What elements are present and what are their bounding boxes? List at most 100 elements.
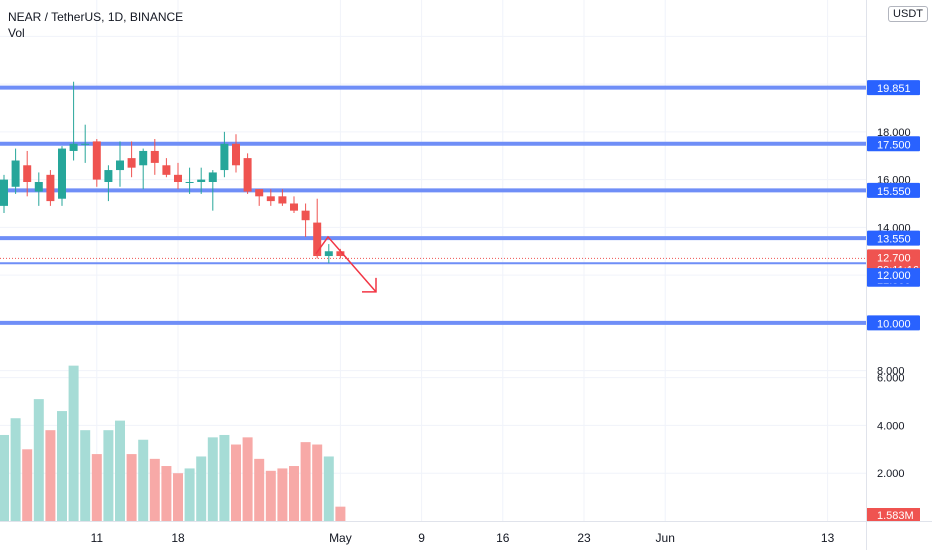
time-tick-label: May <box>329 531 352 545</box>
volume-bar <box>254 458 265 521</box>
time-scale[interactable]: 11 18 May 9 16 23 Jun 13 <box>0 521 866 550</box>
candle-body <box>69 143 78 151</box>
candle-body <box>232 143 240 166</box>
current-price-badge: 12.700 <box>877 252 911 264</box>
level-price-badge: 17.500 <box>877 139 911 151</box>
price-scale[interactable]: 8.00010.00012.00014.00016.00018.0002.000… <box>866 0 932 522</box>
volume-bar <box>242 437 253 521</box>
level-price-badge: 13.550 <box>877 234 911 246</box>
tick-highlight-bg <box>867 268 920 284</box>
volume-bar <box>10 418 21 521</box>
volume-bar <box>68 365 79 521</box>
level-price-badge: 10.000 <box>877 318 911 330</box>
volume-bar <box>335 506 346 521</box>
time-tick-label: 9 <box>418 531 425 545</box>
trend-arrow-head <box>362 277 377 293</box>
candle-body <box>266 196 275 202</box>
volume-bar <box>184 468 195 521</box>
level-price-badge: 15.550 <box>877 186 911 198</box>
candle-body <box>255 189 264 197</box>
volume-bar <box>126 454 137 521</box>
candle-body <box>116 160 124 171</box>
candle-body <box>11 160 20 187</box>
volume-tick-label: 6.000 <box>877 373 905 385</box>
candle-body <box>81 143 90 145</box>
trend-arrow <box>315 235 377 293</box>
time-tick-label: 18 <box>171 531 185 545</box>
volume-bar <box>219 434 230 521</box>
volume-bar <box>115 420 125 521</box>
price-scale-labels: 8.00010.00012.00014.00016.00018.0002.000… <box>867 80 920 522</box>
candle-body <box>174 174 182 182</box>
currency-unit-button[interactable]: USDT <box>888 6 928 22</box>
price-tick-label: 12.000 <box>877 270 911 282</box>
candle-body <box>58 148 66 199</box>
chart-legend: NEAR / TetherUS, 1D, BINANCE Vol <box>8 9 183 41</box>
candle-body <box>243 158 252 192</box>
candle-body <box>162 165 171 175</box>
time-scale-labels: 11 18 May 9 16 23 Jun 13 <box>91 531 835 545</box>
volume-bar <box>161 466 172 521</box>
candle-body <box>34 181 43 192</box>
volume-bar <box>0 434 9 521</box>
volume-bar <box>300 442 311 521</box>
chart-pane[interactable]: NEAR / TetherUS, 1D, BINANCE Vol <box>0 0 866 521</box>
level-price-badge-bg <box>867 315 920 331</box>
level-price-badge-bg <box>867 80 920 96</box>
current-volume-badge: 1.583M <box>877 510 914 521</box>
volume-bar <box>22 449 33 521</box>
price-tick-label: 8.000 <box>877 366 905 378</box>
time-tick-label: 11 <box>91 531 104 545</box>
current-volume-badge-bg <box>867 508 920 521</box>
volume-bar <box>312 444 323 521</box>
candle-body <box>220 143 229 171</box>
candlestick-chart[interactable] <box>0 0 866 521</box>
volume-bar <box>103 430 114 521</box>
axis-corner <box>866 521 932 550</box>
level-price-badge-bg <box>867 182 920 198</box>
level-price-badge-bg <box>867 136 920 152</box>
volume-bar <box>173 473 183 521</box>
volume-bar <box>277 468 288 521</box>
volume-bar <box>91 454 102 521</box>
volume-bar <box>33 399 44 521</box>
price-tick-label: 18.000 <box>877 127 911 139</box>
candle-body <box>104 170 113 182</box>
time-tick-label: 13 <box>821 531 835 545</box>
candle-body <box>278 196 287 204</box>
candle-body <box>150 150 159 163</box>
time-tick-label: 23 <box>577 531 591 545</box>
candle-body <box>336 251 345 257</box>
volume-bar <box>207 437 218 521</box>
volume-bar <box>45 430 56 521</box>
volume-bar <box>57 411 67 521</box>
candle-body <box>185 181 194 183</box>
volume-bar <box>196 456 207 521</box>
time-tick-label: 16 <box>496 531 510 545</box>
time-tick-label: Jun <box>656 531 675 545</box>
candle-body <box>197 179 206 182</box>
volume-bar <box>265 470 276 521</box>
volume-bar <box>149 458 160 521</box>
candle-body <box>208 172 217 182</box>
volume-bar <box>323 456 334 521</box>
symbol-title[interactable]: NEAR / TetherUS, 1D, BINANCE <box>8 10 184 24</box>
level-price-badge: 19.851 <box>877 83 911 95</box>
volume-indicator-label[interactable]: Vol <box>8 26 25 40</box>
volume-bar <box>231 444 241 521</box>
volume-bar <box>138 439 149 521</box>
volume-bar <box>80 430 91 521</box>
level-price-badge-bg <box>867 230 920 246</box>
candle-body <box>92 141 101 180</box>
candle-body <box>313 222 322 257</box>
candle-body <box>127 158 136 168</box>
volume-tick-label: 4.000 <box>877 420 905 432</box>
candle-body <box>139 150 148 166</box>
volume-tick-label: 2.000 <box>877 468 905 480</box>
candle-body <box>324 251 333 257</box>
candle-body <box>23 165 32 182</box>
candle-body <box>46 174 55 202</box>
candle-body <box>0 179 8 206</box>
volume-bar <box>289 466 299 521</box>
candle-body <box>290 203 298 211</box>
